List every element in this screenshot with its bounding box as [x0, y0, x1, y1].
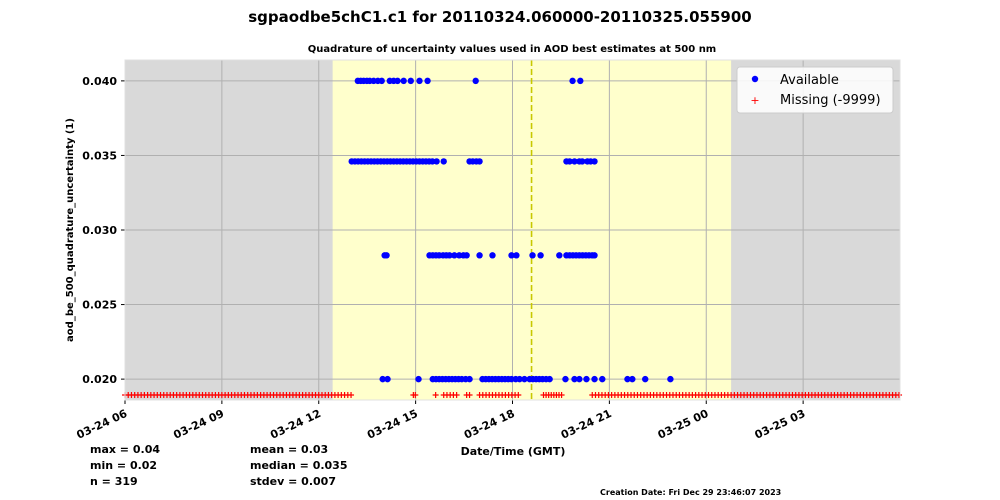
- missing-point: [558, 392, 565, 398]
- available-point: [599, 375, 606, 383]
- available-point: [571, 375, 578, 383]
- missing-point: [453, 392, 460, 398]
- available-point: [556, 252, 563, 259]
- x-tick-label: 03-24 06: [75, 407, 130, 442]
- missing-point: [466, 392, 473, 398]
- x-tick-label: 03-24 21: [559, 407, 614, 442]
- available-point: [537, 252, 544, 259]
- available-point: [384, 375, 391, 383]
- available-point: [591, 375, 598, 383]
- x-tick-label: 03-25 03: [753, 407, 808, 442]
- legend-missing-label: Missing (-9999): [780, 93, 881, 108]
- missing-point: [432, 392, 439, 398]
- available-point: [508, 252, 515, 259]
- stat-min: min = 0.02: [90, 459, 157, 472]
- available-point: [629, 375, 636, 383]
- missing-point: [896, 392, 903, 398]
- available-point: [591, 252, 598, 259]
- available-point: [433, 158, 440, 165]
- available-point: [513, 252, 520, 259]
- available-point: [591, 158, 598, 165]
- y-tick-label: 0.020: [82, 373, 117, 386]
- available-point: [416, 77, 423, 85]
- available-point: [472, 77, 479, 85]
- x-tick-label: 03-24 09: [171, 407, 226, 442]
- y-tick-label: 0.025: [82, 299, 117, 312]
- y-tick-label: 0.040: [82, 75, 117, 88]
- x-tick-label: 03-24 18: [462, 407, 517, 442]
- missing-point: [412, 392, 419, 398]
- available-point: [489, 252, 496, 259]
- x-tick-label: 03-25 00: [656, 407, 711, 442]
- available-point: [529, 252, 536, 259]
- available-point: [383, 252, 390, 259]
- available-point: [571, 158, 578, 165]
- available-point: [576, 375, 583, 383]
- y-axis-label: aod_be_500_quadrature_uncertainty (1): [65, 118, 76, 342]
- y-tick-label: 0.035: [82, 149, 117, 162]
- stat-max: max = 0.04: [90, 443, 160, 456]
- available-point: [400, 77, 407, 85]
- missing-point: [348, 392, 355, 398]
- available-point: [521, 375, 528, 383]
- available-point: [451, 252, 458, 259]
- available-point: [516, 375, 523, 383]
- legend: Available + Missing (-9999): [736, 66, 894, 114]
- available-point: [569, 77, 576, 85]
- creation-date: Creation Date: Fri Dec 29 23:46:07 2023: [600, 488, 781, 497]
- stat-stdev: stdev = 0.007: [250, 475, 336, 488]
- available-point: [466, 375, 473, 383]
- legend-available-marker: [751, 75, 759, 83]
- available-point: [624, 375, 631, 383]
- stat-median: median = 0.035: [250, 459, 348, 472]
- chart-title: sgpaodbe5chC1.c1 for 20110324.060000-201…: [248, 8, 752, 26]
- available-point: [546, 375, 553, 383]
- plot-frame: [124, 59, 901, 401]
- legend-box: [736, 66, 894, 114]
- available-point: [562, 375, 569, 383]
- x-tick-label: 03-24 12: [268, 407, 323, 442]
- available-point: [415, 375, 422, 383]
- available-point: [378, 77, 385, 85]
- y-tick-label: 0.030: [82, 224, 117, 237]
- available-point: [579, 158, 586, 165]
- stat-mean: mean = 0.03: [250, 443, 328, 456]
- x-tick-label: 03-24 15: [365, 407, 420, 442]
- available-point: [577, 77, 584, 85]
- missing-point: [515, 392, 522, 398]
- chart-subtitle: Quadrature of uncertainty values used in…: [308, 44, 716, 55]
- available-point: [642, 375, 649, 383]
- available-point: [424, 77, 431, 85]
- available-point: [583, 375, 590, 383]
- available-point: [379, 375, 386, 383]
- available-point: [667, 375, 674, 383]
- plot-area: 03-24 06 03-24 09 03-24 12 03-24 15 03-24 18…: [75, 59, 903, 442]
- x-axis-label: Date/Time (GMT): [461, 445, 566, 458]
- available-point: [566, 158, 573, 165]
- legend-available-label: Available: [780, 73, 839, 88]
- available-point: [407, 77, 414, 85]
- available-point: [476, 252, 483, 259]
- available-point: [446, 252, 453, 259]
- available-point: [394, 77, 401, 85]
- legend-missing-marker: +: [750, 94, 759, 107]
- available-point: [476, 158, 483, 165]
- available-point: [440, 158, 447, 165]
- stat-n: n = 319: [90, 475, 138, 488]
- available-point: [463, 252, 470, 259]
